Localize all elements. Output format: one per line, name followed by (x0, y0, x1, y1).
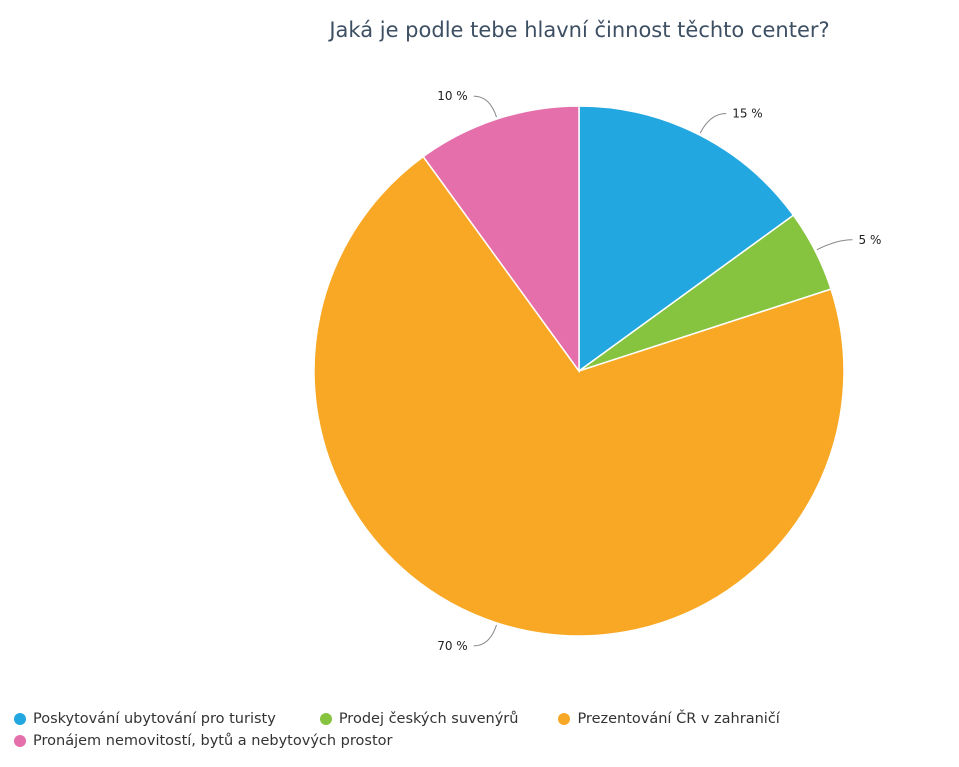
legend-label-prezentovani: Prezentování ČR v zahraničí (577, 711, 780, 727)
pie-chart: 15 % 5 % 70 % 10 % (313, 89, 881, 653)
legend-marker-pronajem (14, 735, 26, 747)
legend: Poskytování ubytování pro turisty Prodej… (14, 708, 954, 752)
label-connector-ubytovani (699, 112, 727, 134)
data-label-suvenyry: 5 % (859, 233, 882, 247)
label-connector-suvenyry (816, 239, 853, 251)
pie-slice-ubytovani[interactable] (578, 105, 795, 373)
legend-marker-ubytovani (14, 713, 26, 725)
label-connector-prezentovani (473, 624, 497, 647)
legend-row-2: Pronájem nemovitostí, bytů a nebytových … (14, 730, 954, 752)
pie-slice-pronajem[interactable] (422, 105, 580, 374)
data-label-ubytovani: 15 % (732, 106, 763, 120)
pie-slice-prezentovani[interactable] (313, 155, 845, 637)
pie-slices (313, 105, 845, 637)
legend-label-suvenyry: Prodej českých suvenýrů (338, 711, 519, 727)
label-connector-pronajem (473, 95, 497, 118)
legend-row-1: Poskytování ubytování pro turisty Prodej… (14, 708, 954, 730)
data-label-pronajem: 10 % (437, 89, 468, 103)
legend-marker-suvenyry (319, 713, 332, 725)
legend-marker-prezentovani (558, 713, 571, 725)
legend-label-ubytovani: Poskytování ubytování pro turisty (33, 711, 276, 727)
legend-item-suvenyry[interactable]: Prodej českých suvenýrů (319, 711, 519, 727)
legend-label-pronajem: Pronájem nemovitostí, bytů a nebytových … (33, 733, 393, 749)
legend-item-ubytovani[interactable]: Poskytování ubytování pro turisty (14, 711, 276, 727)
legend-item-pronajem[interactable]: Pronájem nemovitostí, bytů a nebytových … (14, 733, 392, 749)
data-label-prezentovani: 70 % (437, 639, 468, 653)
legend-item-prezentovani[interactable]: Prezentování ČR v zahraničí (558, 711, 780, 727)
chart-title: Jaká je podle tebe hlavní činnost těchto… (329, 18, 830, 42)
pie-labels: 15 % 5 % 70 % 10 % (437, 89, 881, 653)
